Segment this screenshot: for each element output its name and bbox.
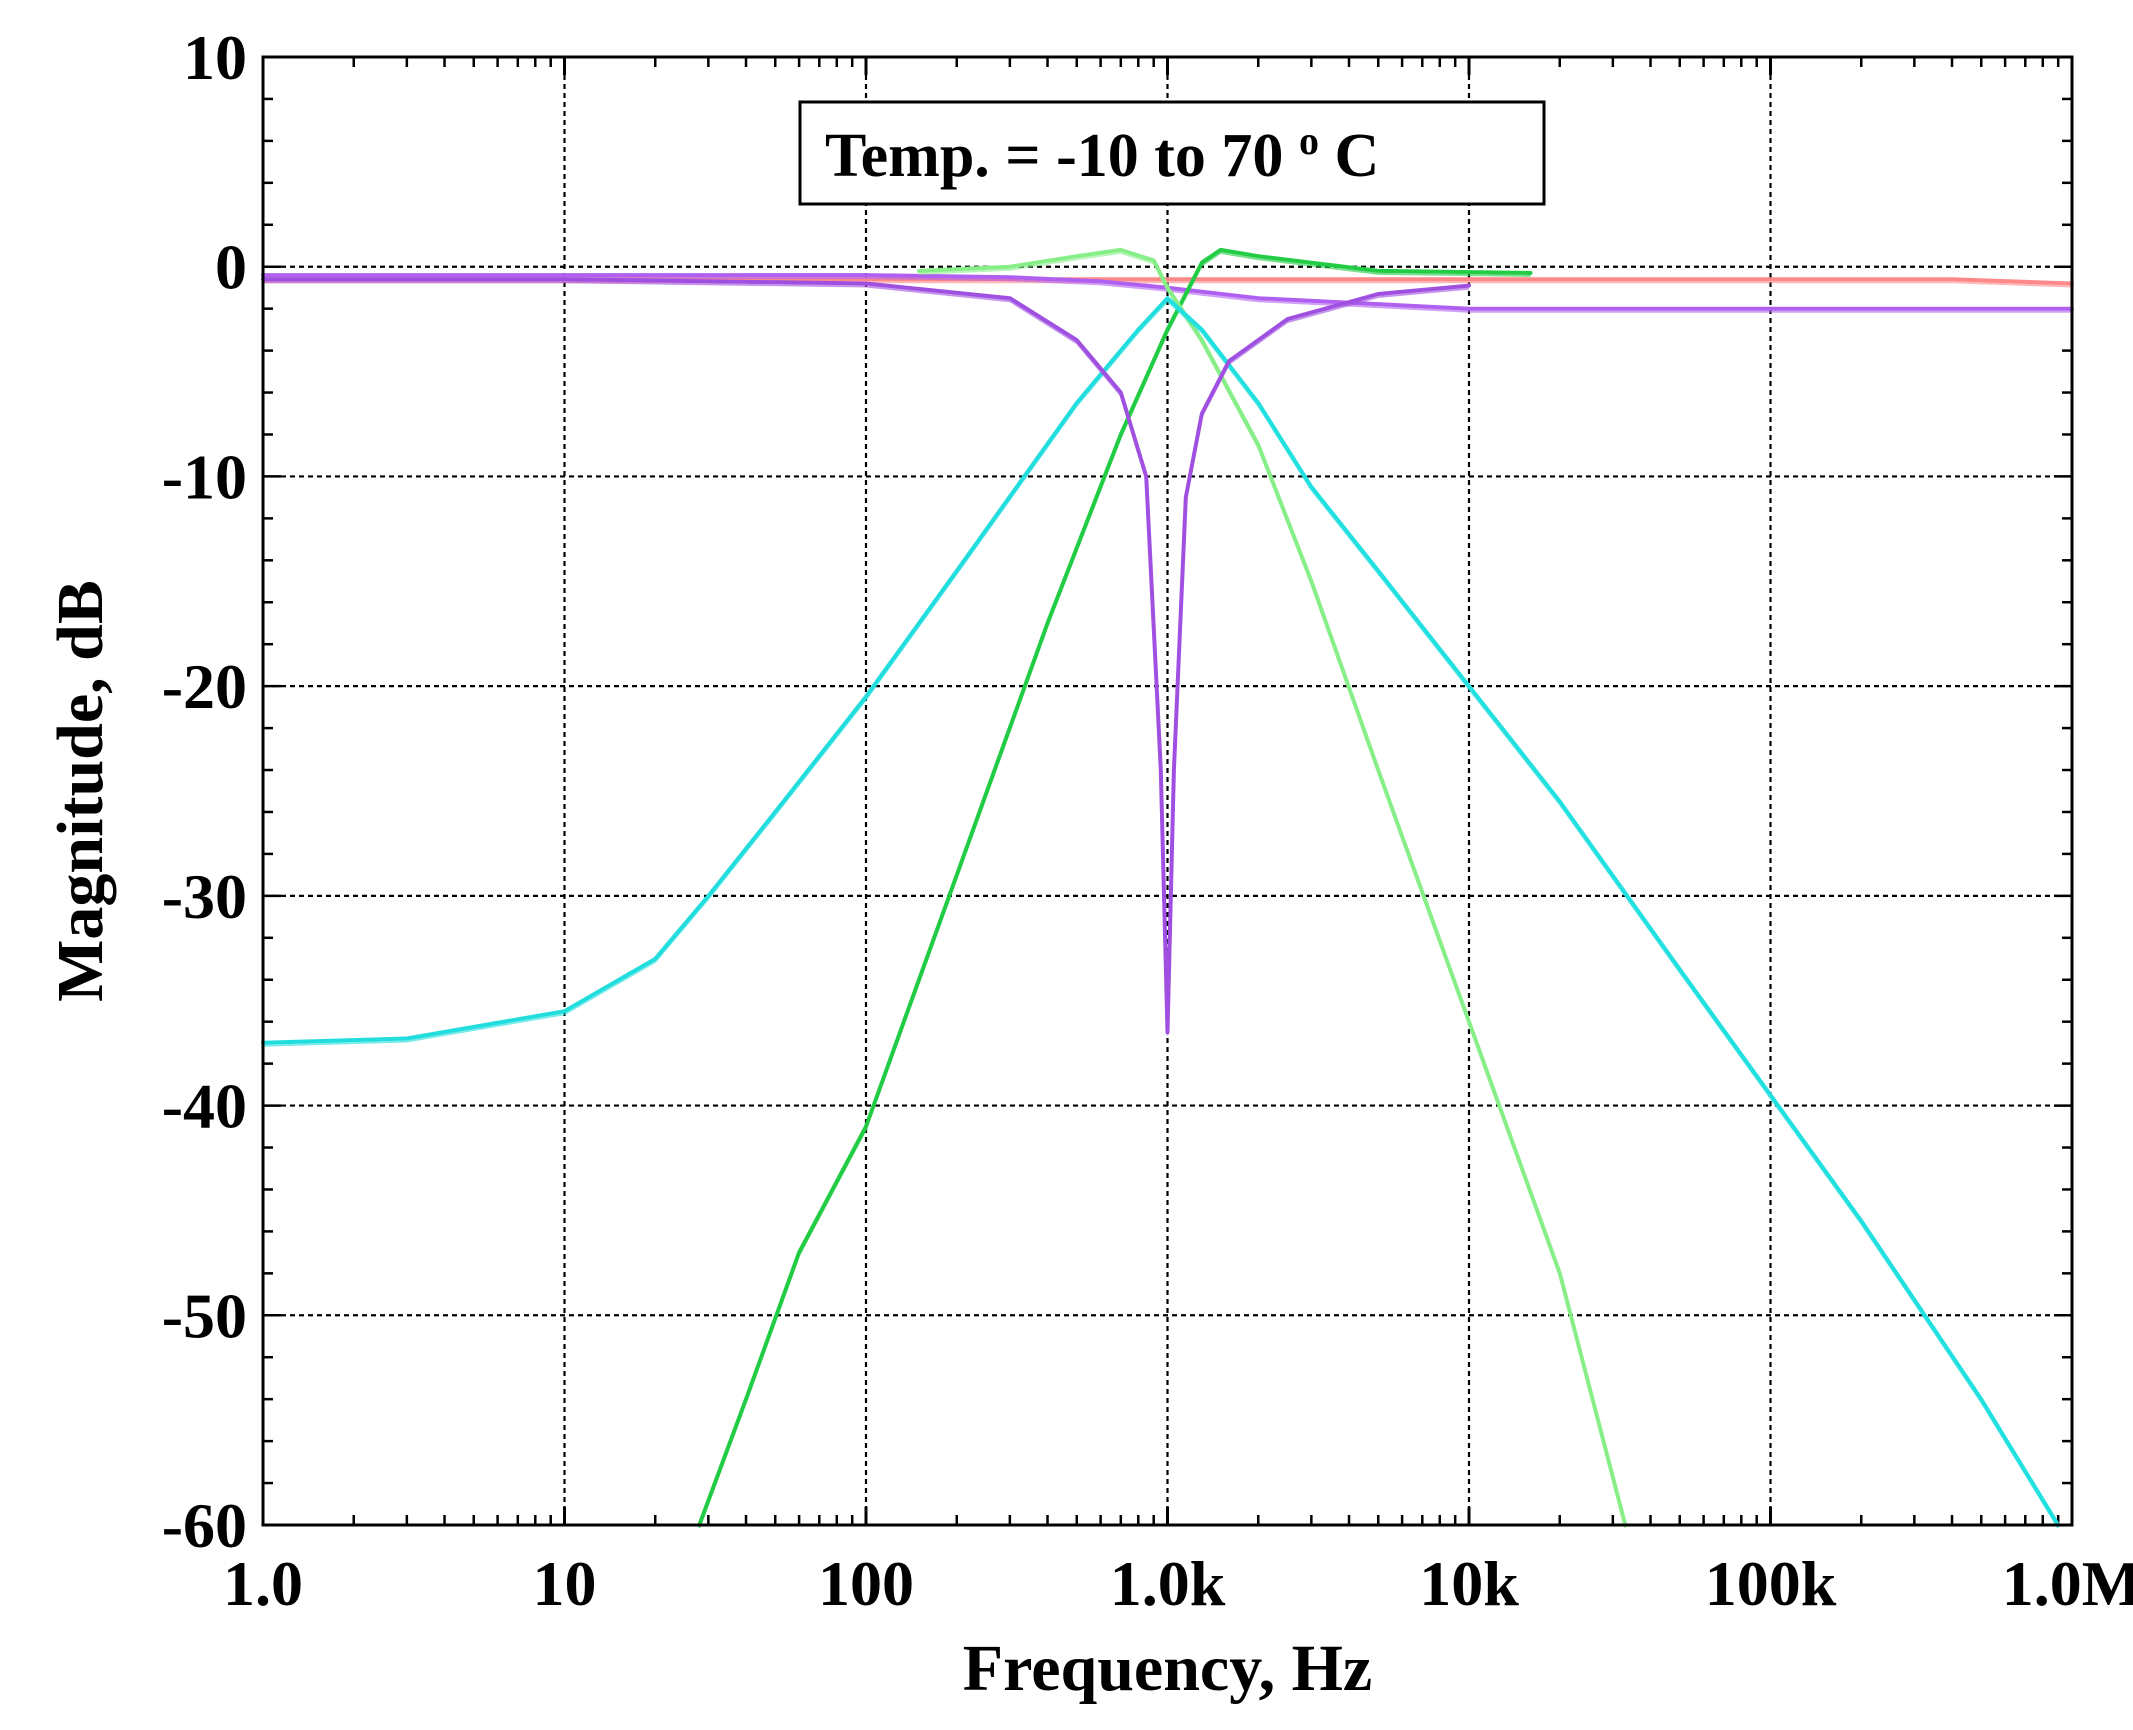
- annotation-border: [798, 100, 1546, 206]
- series-line-4: [697, 247, 1533, 1527]
- y-tick-labels: 10 0 -10 -20 -30 -40 -50 -60: [162, 22, 247, 1561]
- series-line-5-variant: [919, 251, 1627, 1529]
- annotation-box: Temp. = -10 to 70 o C: [798, 100, 1546, 206]
- x-tick-label: 1.0k: [1110, 1548, 1226, 1619]
- series-line-6: [1165, 296, 2061, 1527]
- x-tick-label: 100: [818, 1548, 914, 1619]
- series-lines: [261, 247, 2074, 1529]
- y-tick-label: -30: [162, 861, 247, 932]
- y-tick-label: -40: [162, 1071, 247, 1142]
- annotation-main: Temp. = -10 to 70: [825, 122, 1283, 190]
- y-tick-label: -10: [162, 441, 247, 512]
- x-tick-label: 100k: [1705, 1548, 1837, 1619]
- series-line-3-variant: [262, 300, 1169, 1047]
- x-axis-title: Frequency, Hz: [963, 1632, 1372, 1705]
- series-line-2-variant: [263, 277, 2072, 313]
- series-line-6-variant: [1166, 300, 2060, 1529]
- y-tick-label: -20: [162, 651, 247, 722]
- x-tick-label: 1.0M: [2002, 1548, 2133, 1619]
- series-line-7-variant: [263, 281, 1470, 1036]
- annotation-degree: o: [1299, 118, 1319, 163]
- x-tick-label: 10k: [1419, 1548, 1519, 1619]
- annotation-unit: C: [1334, 122, 1379, 190]
- x-tick-label: 1.0: [223, 1548, 303, 1619]
- annotation-text: Temp. = -10 to 70 o C: [825, 100, 1379, 190]
- y-tick-label: -60: [162, 1490, 247, 1561]
- plot-frame: [261, 55, 2074, 1527]
- y-tick-label: 10: [183, 22, 247, 93]
- grid: [263, 57, 2072, 1525]
- series-line-4-variant: [698, 251, 1531, 1529]
- y-tick-label: -50: [162, 1280, 247, 1351]
- x-tick-label: 10: [533, 1548, 597, 1619]
- series-line-5: [917, 247, 1628, 1527]
- series-line-3: [261, 296, 1170, 1045]
- x-tick-labels: 1.0 10 100 1.0k 10k 100k 1.0M: [223, 1548, 2133, 1619]
- series-line-2: [261, 273, 2074, 311]
- y-axis-title: Magnitude, dB: [44, 580, 117, 1002]
- y-tick-label: 0: [215, 232, 247, 303]
